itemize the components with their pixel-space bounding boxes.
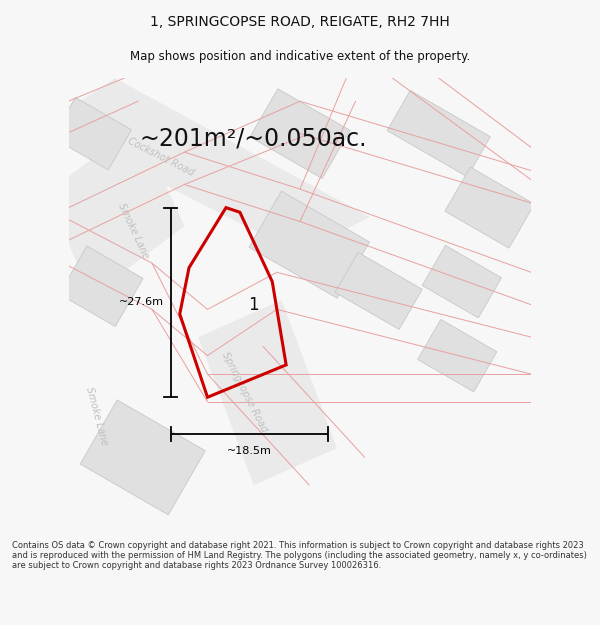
Polygon shape	[52, 98, 131, 170]
Text: Springcopse Road: Springcopse Road	[220, 351, 269, 434]
Text: Smoke Lane: Smoke Lane	[116, 201, 151, 260]
Text: 1: 1	[248, 296, 259, 314]
Polygon shape	[250, 89, 350, 179]
Text: Smoke Lane: Smoke Lane	[84, 386, 109, 446]
Polygon shape	[387, 91, 490, 177]
Polygon shape	[445, 167, 535, 248]
Polygon shape	[46, 124, 184, 296]
Polygon shape	[418, 319, 497, 392]
Polygon shape	[422, 246, 502, 318]
Polygon shape	[249, 191, 370, 298]
Polygon shape	[59, 246, 143, 326]
Polygon shape	[198, 300, 337, 485]
Polygon shape	[80, 400, 205, 515]
Polygon shape	[46, 78, 370, 254]
Text: Map shows position and indicative extent of the property.: Map shows position and indicative extent…	[130, 50, 470, 62]
Text: ~18.5m: ~18.5m	[227, 446, 272, 456]
Text: 1, SPRINGCOPSE ROAD, REIGATE, RH2 7HH: 1, SPRINGCOPSE ROAD, REIGATE, RH2 7HH	[150, 15, 450, 29]
Polygon shape	[335, 253, 422, 329]
Text: ~27.6m: ~27.6m	[119, 298, 164, 308]
Text: Cockshot Road: Cockshot Road	[127, 136, 196, 178]
Text: Contains OS data © Crown copyright and database right 2021. This information is : Contains OS data © Crown copyright and d…	[12, 541, 587, 571]
Text: ~201m²/~0.050ac.: ~201m²/~0.050ac.	[140, 126, 367, 150]
